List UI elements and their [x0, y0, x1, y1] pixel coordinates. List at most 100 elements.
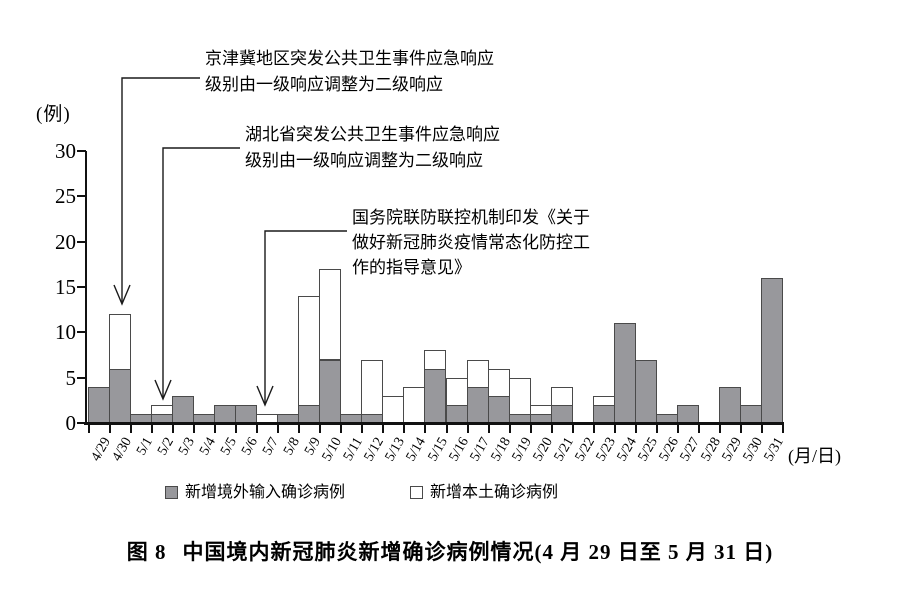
bar-local-5/12 — [361, 359, 383, 415]
y-axis-tick-label: 30 — [55, 138, 76, 163]
legend-item-imported: 新增境外输入确诊病例 — [165, 484, 345, 502]
x-axis-tick — [214, 425, 216, 433]
x-axis-tick-label: 5/29 — [719, 435, 745, 465]
bar-local-5/21 — [551, 386, 573, 406]
bar-local-5/10 — [319, 268, 341, 361]
y-axis-tick-label: 25 — [55, 184, 76, 209]
arrow-line-hubei — [162, 147, 240, 398]
bar-local-5/14 — [403, 386, 425, 424]
y-axis-tick — [77, 331, 86, 334]
y-axis-tick-label: 15 — [55, 274, 76, 299]
x-axis-tick — [509, 425, 511, 433]
bar-imported-5/25 — [635, 359, 657, 424]
bar-local-5/19 — [509, 377, 531, 415]
x-axis-tick-label: 5/24 — [614, 435, 640, 465]
bar-imported-5/24 — [614, 323, 636, 424]
x-axis-tick-label: 5/1 — [134, 435, 157, 458]
y-axis-tick — [77, 422, 86, 424]
x-axis-tick-label: 5/2 — [155, 435, 178, 458]
caption-figure-number: 图 8 — [126, 540, 167, 564]
x-axis-tick — [382, 425, 384, 433]
bar-local-5/13 — [382, 395, 404, 424]
annotation-text-line: 国务院联防联控机制印发《关于 — [352, 208, 590, 227]
x-axis-tick-label: 4/30 — [109, 435, 136, 465]
x-axis-tick — [235, 425, 237, 433]
bar-local-5/20 — [530, 404, 552, 415]
bar-imported-4/29 — [88, 386, 110, 424]
figure-caption: 图 8 中国境内新冠肺炎新增确诊病例情况(4 月 29 日至 5 月 31 日) — [0, 536, 900, 566]
x-axis-tick-label: 5/16 — [446, 435, 472, 465]
x-axis-tick — [172, 425, 174, 433]
y-axis-tick — [77, 195, 86, 198]
annotation-guowuyuan: 国务院联防联控机制印发《关于 做好新冠肺炎疫情常态化防控工 作的指导意见》 — [352, 205, 590, 280]
x-axis-tick — [593, 425, 595, 433]
x-axis-tick — [298, 425, 300, 433]
x-axis-tick-label: 5/30 — [740, 435, 766, 465]
x-axis-tick-label: 5/14 — [404, 435, 430, 465]
x-axis-tick-label: 5/19 — [509, 435, 535, 465]
y-axis-tick-label: 20 — [55, 229, 76, 254]
x-axis-tick-label: 5/31 — [761, 435, 787, 465]
legend-label-local: 新增本土确诊病例 — [430, 484, 559, 501]
bar-imported-5/29 — [719, 386, 741, 424]
bar-local-5/17 — [467, 359, 489, 388]
bar-imported-5/15 — [424, 368, 446, 424]
x-axis-tick-label: 5/25 — [635, 435, 661, 465]
bar-local-5/2 — [151, 404, 173, 415]
x-axis — [84, 422, 784, 425]
x-axis-tick-label: 5/13 — [383, 435, 409, 465]
x-axis-tick — [635, 425, 637, 433]
bar-local-5/15 — [424, 350, 446, 370]
x-axis-tick-label: 5/17 — [467, 435, 493, 465]
x-axis-tick-label: 5/12 — [361, 435, 388, 465]
x-axis-tick — [488, 425, 490, 433]
x-axis-tick — [193, 425, 195, 433]
bar-local-4/30 — [109, 314, 131, 370]
x-axis-tick — [340, 425, 342, 433]
x-axis-tick — [656, 425, 658, 433]
x-axis-tick — [614, 425, 616, 433]
bar-imported-5/17 — [467, 386, 489, 424]
x-axis-tick-label: 5/23 — [593, 435, 619, 465]
x-axis-tick-label: 5/7 — [260, 435, 283, 458]
legend-item-local: 新增本土确诊病例 — [410, 484, 558, 502]
bar-local-5/23 — [593, 395, 615, 406]
annotation-text-line: 京津冀地区突发公共卫生事件应急响应 — [205, 49, 494, 68]
y-axis-tick-label: 0 — [65, 411, 77, 435]
x-axis-tick — [719, 425, 721, 433]
bar-imported-5/3 — [172, 395, 194, 424]
x-axis-tick-label: 5/6 — [239, 435, 262, 458]
arrow-line-jingjinji — [121, 77, 200, 303]
x-axis-tick — [277, 425, 279, 433]
x-axis-tick-label: 5/5 — [218, 435, 241, 458]
x-axis-tick — [151, 425, 153, 433]
bar-imported-4/30 — [109, 368, 131, 424]
arrowhead-jingjinji — [113, 284, 131, 306]
legend-label-imported: 新增境外输入确诊病例 — [185, 484, 346, 501]
annotation-hubei: 湖北省突发公共卫生事件应急响应 级别由一级响应调整为二级响应 — [245, 122, 500, 174]
x-axis-tick — [109, 425, 111, 433]
x-axis-tick-label: 5/3 — [176, 435, 199, 458]
x-axis-tick — [782, 425, 784, 433]
x-axis-tick-label: 5/4 — [197, 435, 220, 458]
bar-local-5/9 — [298, 296, 320, 406]
annotation-text-line: 级别由一级响应调整为二级响应 — [205, 75, 443, 94]
x-axis-tick-label: 5/8 — [281, 435, 304, 458]
x-axis-tick — [530, 425, 532, 433]
x-axis-tick-label: 5/15 — [425, 435, 451, 465]
x-axis-tick-label: 5/20 — [530, 435, 556, 465]
annotation-text-line: 作的指导意见》 — [352, 258, 471, 277]
x-axis-tick — [88, 425, 90, 433]
x-axis-tick — [551, 425, 553, 433]
x-axis-unit-label: (月/日) — [788, 446, 841, 466]
annotation-jingjinji: 京津冀地区突发公共卫生事件应急响应 级别由一级响应调整为二级响应 — [205, 46, 494, 98]
x-axis-tick — [677, 425, 679, 433]
x-axis-tick — [319, 425, 321, 433]
x-axis-tick — [130, 425, 132, 433]
arrowhead-guowuyuan — [256, 385, 274, 407]
bar-local-5/16 — [446, 377, 468, 406]
x-axis-tick-label: 5/22 — [572, 435, 598, 465]
x-axis-tick-label: 5/26 — [656, 435, 682, 465]
y-axis-tick — [77, 376, 86, 379]
